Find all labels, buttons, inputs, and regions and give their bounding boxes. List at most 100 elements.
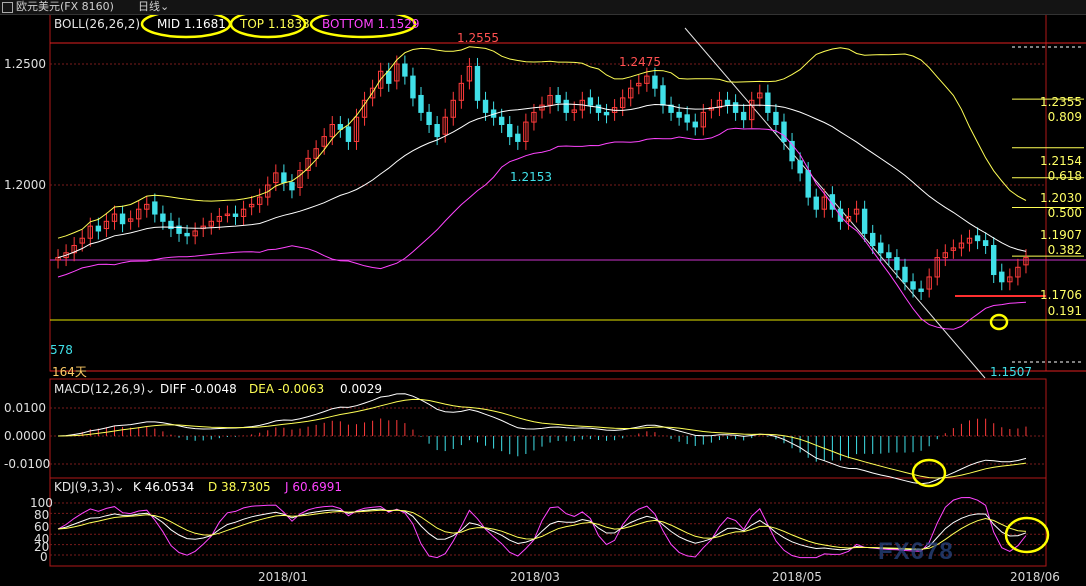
macd-tick-2: 0.0000 [4,429,46,443]
candle-body [256,196,263,205]
candle-body [765,92,771,113]
boll-label[interactable]: BOLL(26,26,2) [54,17,141,31]
candle-body [910,281,916,290]
candle-body [999,271,1005,283]
candle-body [63,252,69,259]
candle-body [974,235,981,242]
candle-body [886,252,892,259]
boll-top-line [57,46,1027,239]
watermark: FX678 [878,538,954,565]
candle-body [345,126,352,142]
candle-body [377,70,384,89]
candle-body [1007,276,1013,283]
candle-body [458,82,465,101]
candle-body [797,160,803,174]
fib-price-0382: 1.1907 [1040,228,1082,242]
chevron-down-icon: ⌄ [145,382,156,396]
candle-body [781,121,787,142]
fib-price-0191: 1.1706 [1040,288,1082,302]
fib-ratio-0618: 0.618 [1047,169,1082,183]
candle-body [950,247,957,251]
candle-body [555,94,561,104]
kdj-tick-60: 60 [34,520,50,534]
macd-label[interactable]: MACD(12,26,9)⌄ [54,381,155,397]
candle-body [265,184,271,198]
x-label-jun: 2018/06 [1010,570,1060,584]
candle-body [1023,257,1029,266]
candle-body [192,230,198,237]
fib-ratio-0382: 0.382 [1047,243,1082,257]
x-label-mar: 2018/03 [510,570,560,584]
kdj-d-line [57,509,1027,550]
candle-body [168,220,174,230]
window-icon[interactable] [2,2,13,13]
candle-body [668,104,674,113]
candle-body [386,70,392,84]
candle-body [394,63,400,82]
candle-body [297,169,303,188]
candle-body [184,232,190,237]
candle-body [821,196,828,210]
candle-body [853,208,860,215]
candle-body [232,213,239,217]
boll-info: BOLL(26,26,2) [54,16,140,32]
candle-body [603,111,610,116]
macd-diff-value: DIFF -0.0048 [160,382,237,396]
candle-body [861,208,868,234]
candle-body [805,169,811,198]
candle-body [208,220,214,227]
macd-dea-value: DEA -0.0063 [249,382,325,396]
candle-body [789,140,795,162]
candle-body [660,85,666,106]
candle-body [982,240,989,247]
candle-body [902,266,908,283]
candle-body [676,111,682,118]
candle-body [273,172,279,184]
candle-body [474,65,481,101]
left-low-label: 578 [50,343,73,357]
boll-mid-line [57,103,1027,259]
macd-tick-1: 0.0100 [4,401,46,415]
highlight-circle [1004,516,1050,554]
candle-body [353,116,360,142]
boll-top-value: TOP 1.1833 [240,17,310,31]
candle-body [845,215,852,222]
candle-body [152,201,158,215]
candle-body [127,218,134,222]
price-tick-2: 1.2000 [4,178,46,192]
x-label-jan: 2018/01 [258,570,308,584]
kdj-label[interactable]: KDJ(9,3,3)⌄ [54,479,125,495]
candle-body [103,220,110,230]
candle-body [87,225,93,239]
high-label-2: 1.2475 [619,55,661,69]
high-label-1: 1.2555 [457,31,499,45]
kdj-d-value: D 38.7305 [208,480,271,494]
candle-body [724,99,731,106]
candle-body [563,99,569,113]
candle-body [918,288,924,292]
candle-body [402,63,408,77]
candle-body [71,245,77,254]
candle-body [466,65,473,82]
candle-body [321,136,327,147]
highlight-circle [989,313,1009,331]
period-selector[interactable]: 日线⌄ [138,0,169,14]
candle-body [587,97,594,106]
candle-body [482,99,489,113]
kdj-tick-80: 80 [34,508,50,522]
candle-body [95,225,102,232]
boll-bottom-value: BOTTOM 1.1529 [322,17,420,31]
candle-body [595,104,602,113]
candle-body [450,99,456,118]
fib-price-0618: 1.2154 [1040,154,1082,168]
candle-body [216,215,223,222]
chevron-down-icon: ⌄ [114,480,125,494]
fib-ratio-0500: 0.500 [1047,206,1082,220]
candle-body [507,124,513,138]
candle-body [966,237,973,244]
x-label-may: 2018/05 [772,570,822,584]
instrument-title: 欧元美元(FX 8160) [16,0,114,13]
chevron-down-icon: ⌄ [160,0,170,13]
candle-body [361,99,368,118]
candle-body [732,102,739,113]
